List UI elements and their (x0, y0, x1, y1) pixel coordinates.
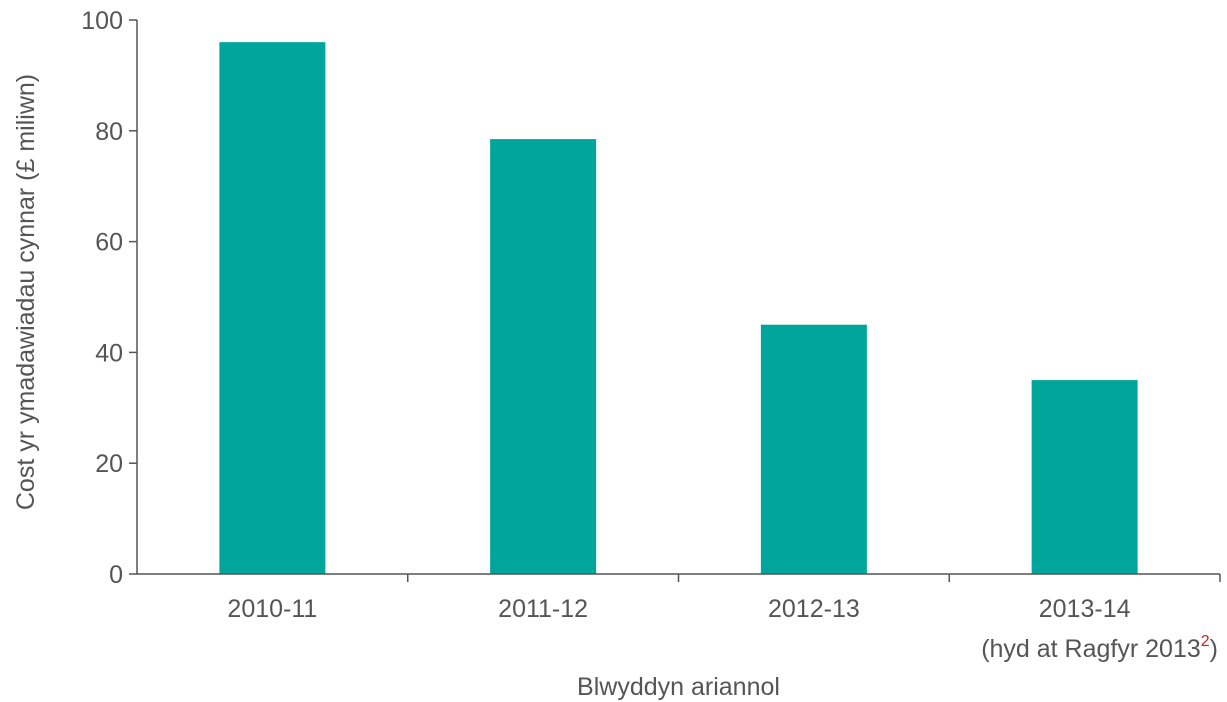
y-tick-label: 60 (95, 229, 123, 257)
footnote-superscript: 2 (1201, 633, 1210, 650)
bar-2010-11 (219, 42, 326, 575)
x-tick-note-text: (hyd at Ragfyr 2013 (981, 635, 1201, 663)
x-tick-note-close: ) (1210, 635, 1218, 663)
x-tick-label: 2011-12 (498, 595, 588, 623)
bar-2012-13 (760, 324, 867, 574)
y-tick-label: 0 (109, 561, 123, 589)
y-tick-label: 20 (95, 450, 123, 478)
y-tick-label: 40 (95, 339, 123, 367)
x-tick-label: 2012-13 (768, 595, 860, 623)
bars-group (219, 42, 1138, 575)
y-ticks-group: 0 20 40 60 80 100 (81, 7, 137, 589)
bar-2013-14 (1031, 380, 1138, 574)
y-axis-title: Cost yr ymadawiadau cynnar (£ miliwn) (12, 74, 40, 510)
x-tick-labels-group: 2010-11 2011-12 2012-13 2013-14 (hyd at Ragf… (227, 595, 1218, 663)
x-axis-title: Blwyddyn ariannol (577, 673, 780, 701)
y-tick-label: 100 (81, 7, 123, 35)
x-ticks-group (407, 574, 1221, 582)
bar-2011-12 (490, 139, 597, 575)
y-tick-label: 80 (95, 118, 123, 146)
x-tick-label: 2010-11 (227, 595, 317, 623)
x-tick-note: (hyd at Ragfyr 20132) (981, 633, 1218, 663)
x-tick-label: 2013-14 (1039, 595, 1131, 623)
